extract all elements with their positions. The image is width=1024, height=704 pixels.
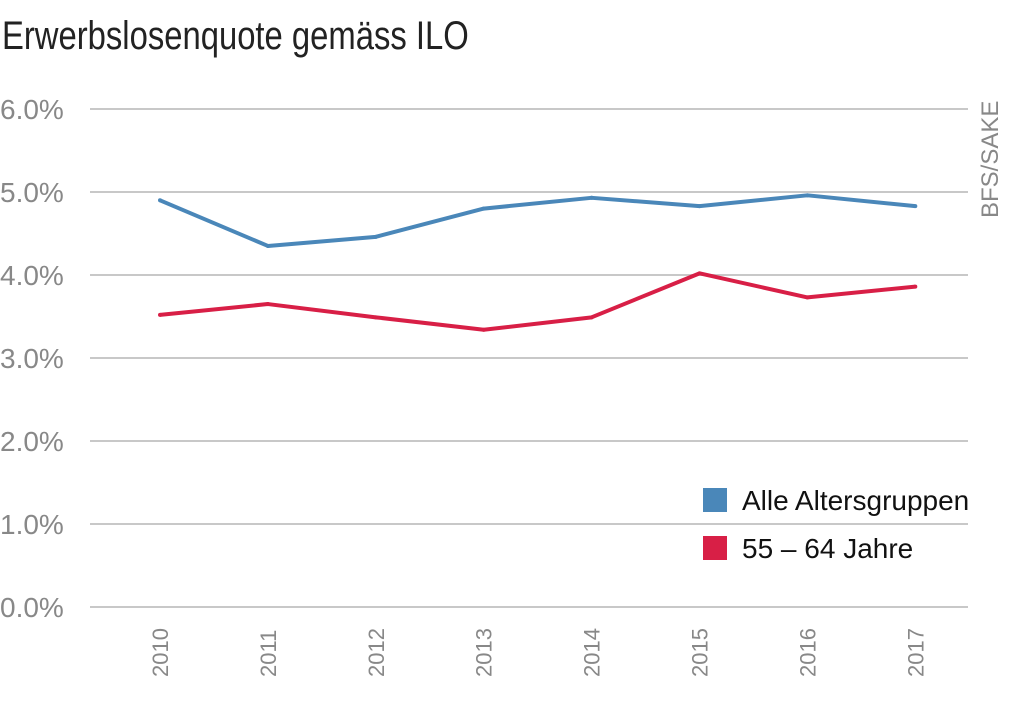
legend-swatch <box>703 488 727 512</box>
series-line-0 <box>159 193 916 248</box>
x-tick-label: 2014 <box>580 628 605 677</box>
data-point <box>913 204 918 209</box>
data-point <box>481 327 486 332</box>
x-tick-label: 2013 <box>472 628 497 677</box>
source-label: BFS/SAKE <box>977 101 1004 218</box>
y-tick-label: 6.0% <box>0 94 64 125</box>
data-point <box>805 193 810 198</box>
series-line-1 <box>159 271 916 332</box>
data-point <box>913 284 918 289</box>
y-tick-label: 0.0% <box>0 592 64 623</box>
legend-label: 55 – 64 Jahre <box>742 533 913 564</box>
x-tick-label: 2012 <box>364 628 389 677</box>
data-point <box>265 243 270 248</box>
data-point <box>697 271 702 276</box>
data-point <box>589 195 594 200</box>
y-tick-label: 4.0% <box>0 260 64 291</box>
data-point <box>158 312 162 317</box>
y-tick-label: 5.0% <box>0 177 64 208</box>
y-tick-label: 2.0% <box>0 426 64 457</box>
y-tick-label: 1.0% <box>0 509 64 540</box>
data-point <box>481 206 486 211</box>
chart-title: Erwerbslosenquote gemäss ILO <box>2 14 469 58</box>
data-point <box>697 204 702 209</box>
legend-label: Alle Altersgruppen <box>742 485 969 516</box>
legend-swatch <box>703 536 727 560</box>
y-tick-label: 3.0% <box>0 343 64 374</box>
x-tick-label: 2015 <box>688 628 713 677</box>
x-tick-label: 2017 <box>903 628 928 677</box>
data-point <box>589 315 594 320</box>
data-point <box>805 295 810 300</box>
data-point <box>265 302 270 307</box>
data-point <box>373 315 378 320</box>
x-tick-label: 2016 <box>795 628 820 677</box>
x-tick-label: 2011 <box>256 630 281 677</box>
data-point <box>158 198 162 203</box>
x-tick-label: 2010 <box>148 628 173 677</box>
data-point <box>373 234 378 239</box>
